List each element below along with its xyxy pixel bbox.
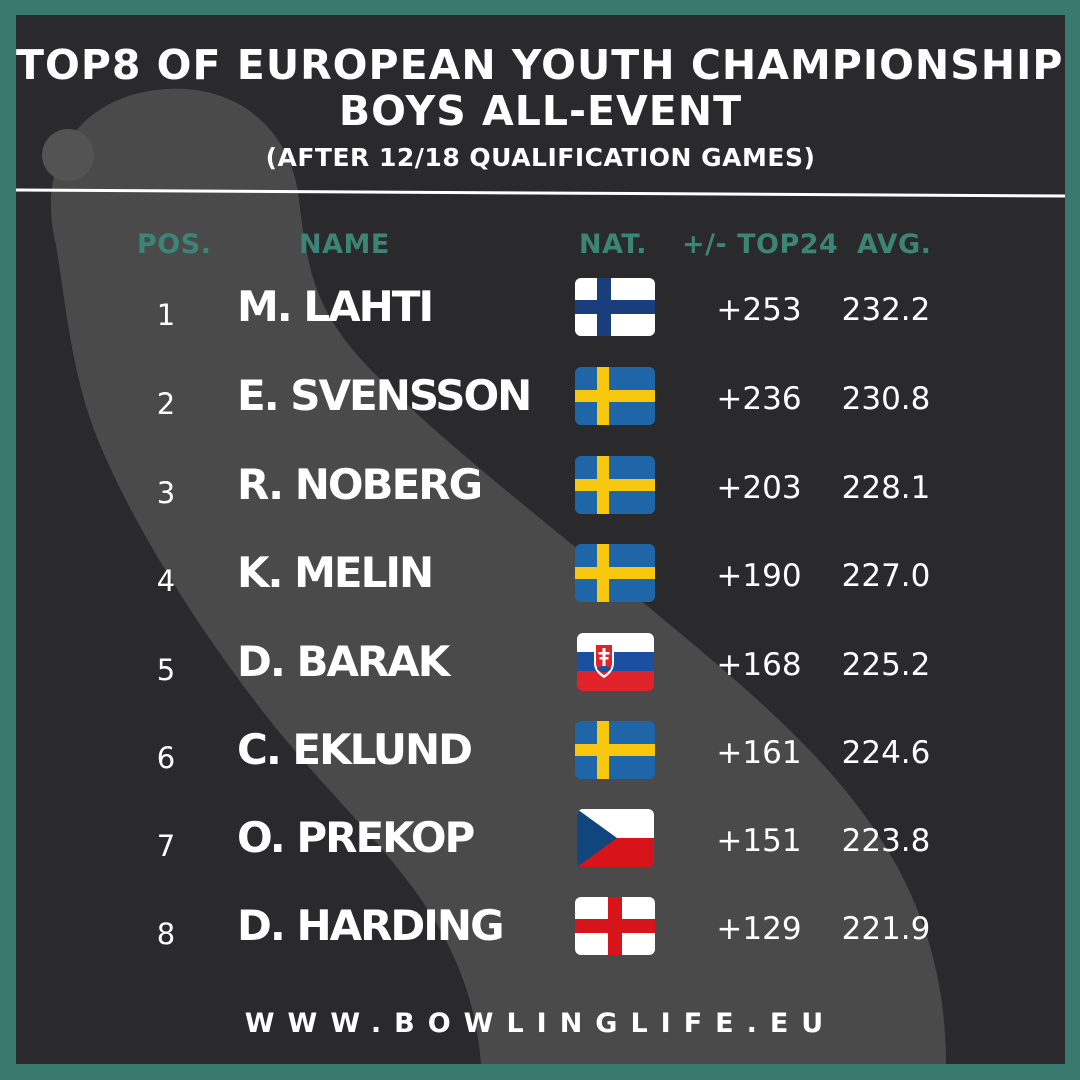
row-average: 221.9 [841,911,931,947]
column-header-diff: +/- TOP24 [682,229,839,260]
row-name: M. LAHTI [237,282,434,331]
row-diff: +190 [716,558,802,594]
row-position: 7 [156,829,176,863]
table-row: 8 D. HARDING +129 221.9 [16,897,1065,977]
slovakia-flag-icon [577,633,654,691]
row-name: O. PREKOP [237,813,475,862]
table-row: 1 M. LAHTI +253 232.2 [16,278,1065,358]
table-row: 6 C. EKLUND +161 224.6 [16,721,1065,801]
row-name: E. SVENSSON [237,371,532,420]
row-position: 8 [156,917,176,951]
table-row: 7 O. PREKOP +151 223.8 [16,809,1065,889]
sweden-flag-icon [575,456,655,514]
row-average: 228.1 [841,470,931,506]
table-row: 3 R. NOBERG +203 228.1 [16,456,1065,536]
row-average: 223.8 [841,823,931,859]
table-row: 5 D. BARAK +168 225.2 [16,633,1065,713]
subtitle: (AFTER 12/18 QUALIFICATION GAMES) [265,143,816,172]
row-position: 6 [156,741,176,775]
czechia-flag-icon [577,809,654,867]
row-position: 4 [156,564,176,598]
website-url: WWW.BOWLINGLIFE.EU [244,1008,837,1039]
row-diff: +236 [716,381,802,417]
row-average: 232.2 [841,292,931,328]
sweden-flag-icon [575,721,655,779]
row-average: 224.6 [841,735,931,771]
row-diff: +151 [716,823,802,859]
row-diff: +129 [716,911,802,947]
finland-flag-icon [575,278,655,336]
column-header-avg: AVG. [857,229,932,260]
sweden-flag-icon [575,544,655,602]
row-name: D. HARDING [237,901,505,950]
row-name: R. NOBERG [237,460,483,509]
row-diff: +168 [716,647,802,683]
column-header-nat: NAT. [579,229,647,260]
column-header-pos: POS. [137,229,212,260]
row-diff: +161 [716,735,802,771]
row-average: 230.8 [841,381,931,417]
row-name: D. BARAK [237,637,450,686]
table-row: 2 E. SVENSSON +236 230.8 [16,367,1065,447]
title-line-1: TOP8 OF EUROPEAN YOUTH CHAMPIONSHIPS [16,41,1065,89]
row-average: 227.0 [841,558,931,594]
row-name: K. MELIN [237,548,434,597]
row-position: 1 [156,298,176,332]
table-row: 4 K. MELIN +190 227.0 [16,544,1065,624]
row-position: 3 [156,476,176,510]
row-diff: +203 [716,470,802,506]
row-name: C. EKLUND [237,725,473,774]
title-line-2: BOYS ALL-EVENT [338,87,743,135]
row-average: 225.2 [841,647,931,683]
column-header-name: NAME [299,229,390,260]
row-diff: +253 [716,292,802,328]
header-divider [16,188,1065,198]
row-position: 2 [156,387,176,421]
sweden-flag-icon [575,367,655,425]
england-flag-icon [575,897,655,955]
row-position: 5 [156,653,176,687]
bowling-pin-background [42,88,946,1064]
standings-card: TOP8 OF EUROPEAN YOUTH CHAMPIONSHIPS BOY… [16,15,1065,1064]
